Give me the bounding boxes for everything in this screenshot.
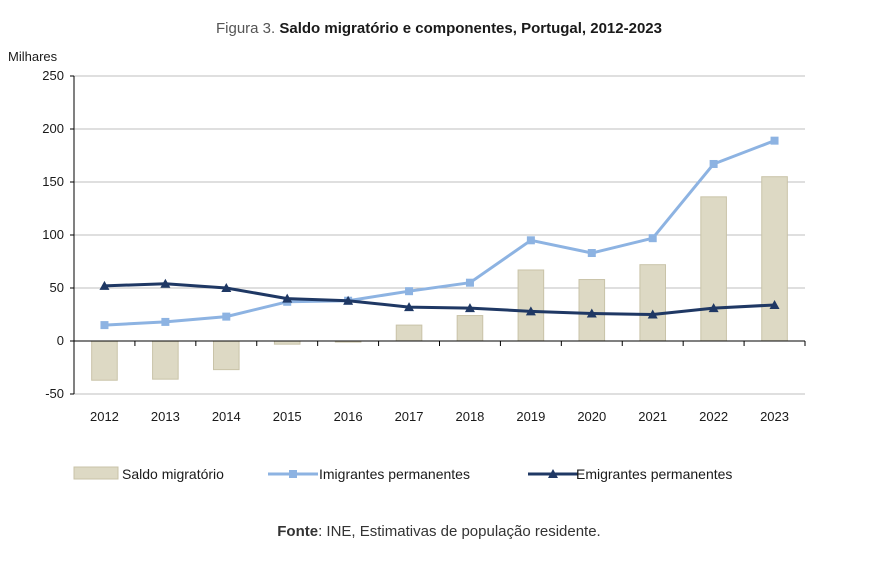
y-tick-label: 250 [42, 68, 64, 83]
source-note: Fonte: INE, Estimativas de população res… [0, 523, 878, 540]
emigrantes-point [343, 295, 354, 305]
legend-swatch-saldo [73, 466, 119, 480]
y-tick-label: 150 [42, 174, 64, 189]
bar [700, 196, 727, 342]
y-tick-label: 200 [42, 121, 64, 136]
imigrantes-point [587, 249, 596, 258]
imigrantes-point [709, 159, 718, 168]
figure-prefix: Figura 3. [216, 20, 276, 37]
emigrantes-line [104, 282, 775, 316]
x-tick-label: 2021 [638, 409, 667, 424]
imigrantes-point [526, 236, 535, 245]
emigrantes-point [99, 280, 110, 290]
bar [456, 315, 484, 342]
x-tick-label: 2020 [577, 409, 606, 424]
bars-saldo-migratorio [91, 176, 788, 381]
imigrantes-point [648, 234, 657, 243]
legend: Saldo migratório Imigrantes permanentes Em… [73, 466, 732, 482]
legend-label-emigrantes: Emigrantes permanentes [576, 466, 732, 482]
axes [70, 75, 806, 395]
chart-plot: Milhares -50 0 50 100 150 200 250 2012 2013 2014 2… [8, 49, 806, 482]
gridlines [74, 75, 805, 395]
y-tick-label: 100 [42, 227, 64, 242]
x-tick-label: 2023 [760, 409, 789, 424]
imigrantes-point [405, 287, 414, 296]
tick-labels: -50 0 50 100 150 200 250 2012 2013 2014 2015 2016 20… [42, 68, 789, 424]
emigrantes-point [464, 303, 475, 313]
x-tick-label: 2019 [516, 409, 545, 424]
bar [517, 269, 545, 342]
bar [395, 324, 423, 342]
bar [91, 340, 118, 381]
emigrantes-point [647, 309, 658, 319]
x-tick-label: 2022 [699, 409, 728, 424]
emigrantes-point [769, 299, 780, 309]
y-tick-label: 0 [57, 333, 64, 348]
legend-marker-emigrantes [548, 469, 558, 478]
imigrantes-point [465, 278, 474, 287]
source-text: : INE, Estimativas de população resident… [318, 523, 601, 540]
y-tick-label: -50 [45, 386, 64, 401]
legend-label-imigrantes: Imigrantes permanentes [319, 466, 470, 482]
imigrantes-point [161, 317, 170, 326]
emigrantes-point [404, 302, 415, 312]
bar [152, 340, 179, 380]
x-tick-label: 2017 [395, 409, 424, 424]
bar [761, 176, 788, 342]
legend-label-saldo: Saldo migratório [122, 466, 224, 482]
x-tick-label: 2014 [212, 409, 241, 424]
imigrantes-line [104, 139, 776, 327]
emigrantes-point [282, 293, 293, 303]
imigrantes-point [222, 312, 231, 321]
bar [578, 279, 606, 342]
emigrantes-point [586, 308, 597, 318]
emigrantes-point [160, 278, 171, 288]
source-label: Fonte [277, 523, 319, 540]
lines [99, 136, 780, 330]
chart-title: Figura 3. Saldo migratório e componentes… [0, 20, 878, 37]
bar [639, 264, 667, 342]
x-tick-label: 2018 [455, 409, 484, 424]
emigrantes-point [708, 303, 719, 313]
x-tick-label: 2012 [90, 409, 119, 424]
y-tick-label: 50 [50, 280, 64, 295]
x-tick-label: 2016 [334, 409, 363, 424]
x-tick-label: 2013 [151, 409, 180, 424]
y-axis-label: Milhares [8, 49, 58, 64]
emigrantes-point [525, 306, 536, 316]
legend-marker-imigrantes [289, 470, 297, 478]
imigrantes-point [100, 321, 109, 330]
x-tick-label: 2015 [273, 409, 302, 424]
imigrantes-point [770, 136, 779, 145]
bar [212, 340, 240, 371]
figure-title: Saldo migratório e componentes, Portugal… [279, 20, 662, 37]
emigrantes-point [221, 283, 232, 292]
